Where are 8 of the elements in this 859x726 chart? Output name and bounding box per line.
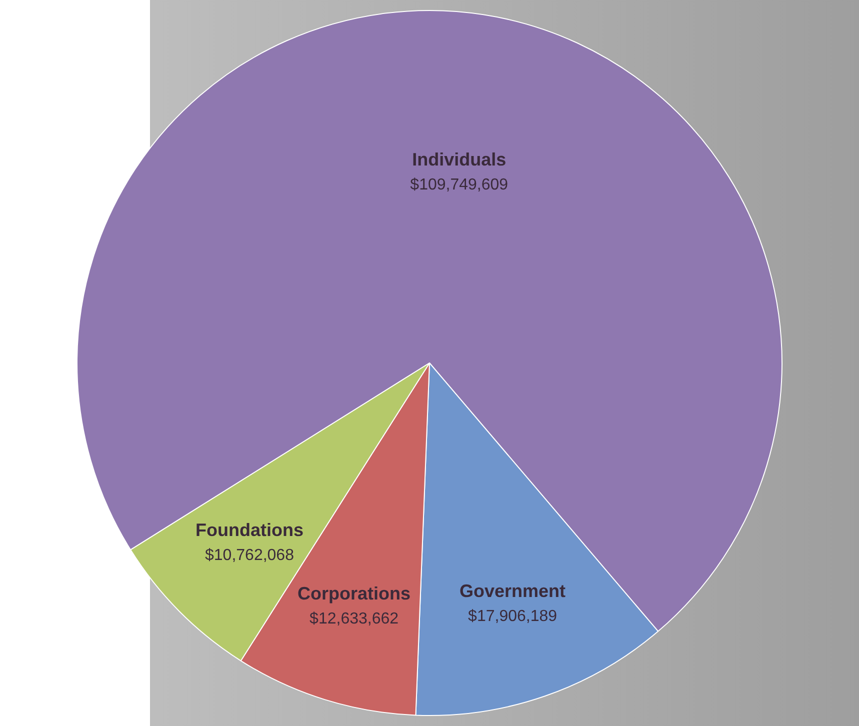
slice-label: Corporations <box>298 583 411 604</box>
data-label: $12,633,662 <box>310 610 399 628</box>
slice-label: Government <box>460 580 566 601</box>
data-label: $17,906,189 <box>468 608 558 625</box>
data-label: $109,749,609 <box>410 176 508 194</box>
slice-label: Individuals <box>412 149 506 170</box>
data-label: $10,762,068 <box>204 546 294 564</box>
slice-label: Foundations <box>195 520 304 540</box>
